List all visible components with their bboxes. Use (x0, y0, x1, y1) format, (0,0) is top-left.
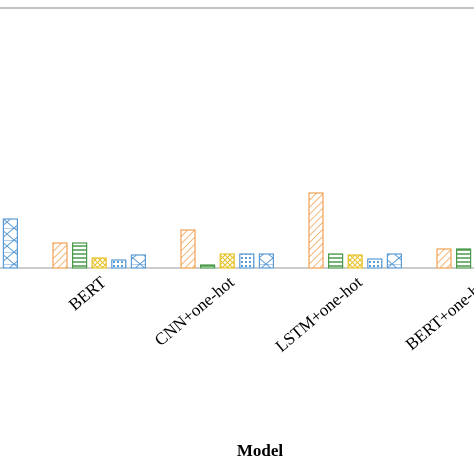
bar (386, 253, 402, 269)
bar (328, 253, 344, 269)
bar (239, 253, 255, 269)
bar (180, 229, 196, 269)
bar (367, 258, 383, 269)
x-tick-label: BERT (65, 272, 110, 314)
bar (52, 242, 68, 269)
bar (111, 259, 127, 269)
bar (2, 218, 19, 269)
bar (200, 264, 216, 269)
bar (91, 257, 107, 269)
bar (308, 192, 324, 269)
bar (130, 254, 146, 269)
bar (219, 253, 235, 269)
x-axis-title: Model (237, 441, 284, 460)
bar (347, 254, 363, 269)
bar (258, 253, 274, 269)
x-tick-label: LSTM+one-hot (272, 272, 366, 355)
x-tick-label: CNN+one-hot (151, 272, 238, 349)
bar (436, 248, 452, 269)
bar (456, 248, 472, 269)
x-tick-label: BERT+one-hot (402, 272, 474, 354)
bar (71, 242, 88, 269)
